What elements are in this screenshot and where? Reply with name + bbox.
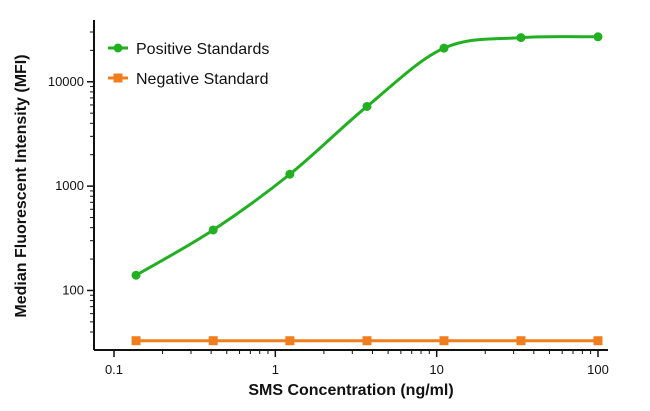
data-point xyxy=(593,336,603,346)
data-point xyxy=(131,270,141,280)
axes xyxy=(93,20,608,351)
series-layer xyxy=(131,32,603,346)
y-tick-label: 100 xyxy=(62,282,84,297)
y-ticks: 100 1000 10000 xyxy=(48,31,94,333)
data-point xyxy=(593,32,603,42)
x-ticks: 0.1 1 10 100 xyxy=(105,350,609,377)
y-axis-label: Median Fluorescent Intensity (MFI) xyxy=(13,54,30,317)
data-point xyxy=(516,336,526,346)
legend-marker xyxy=(113,73,123,83)
data-point xyxy=(362,101,372,111)
x-tick-label: 100 xyxy=(587,362,609,377)
legend-label: Negative Standard xyxy=(136,71,269,88)
data-point xyxy=(208,336,218,346)
data-point xyxy=(439,336,449,346)
x-tick-label: 1 xyxy=(272,362,279,377)
legend-label: Positive Standards xyxy=(136,41,269,58)
data-point xyxy=(285,336,295,346)
data-point xyxy=(516,33,526,43)
legend-marker xyxy=(113,43,123,53)
data-point xyxy=(208,225,218,235)
data-point xyxy=(131,336,141,346)
x-tick-label: 0.1 xyxy=(105,362,123,377)
x-axis-label: SMS Concentration (ng/ml) xyxy=(248,382,453,399)
data-point xyxy=(439,43,449,53)
data-point xyxy=(285,169,295,179)
x-tick-label: 10 xyxy=(429,362,443,377)
y-tick-label: 1000 xyxy=(55,178,84,193)
legend: Positive Standards Negative Standard xyxy=(108,41,269,88)
data-point xyxy=(362,336,372,346)
y-tick-label: 10000 xyxy=(48,74,84,89)
